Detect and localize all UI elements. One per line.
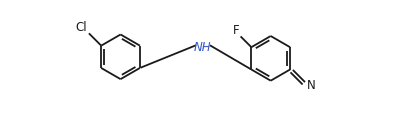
Text: F: F: [233, 23, 239, 36]
Text: Cl: Cl: [75, 20, 87, 33]
Text: NH: NH: [193, 41, 211, 54]
Text: N: N: [306, 79, 315, 92]
